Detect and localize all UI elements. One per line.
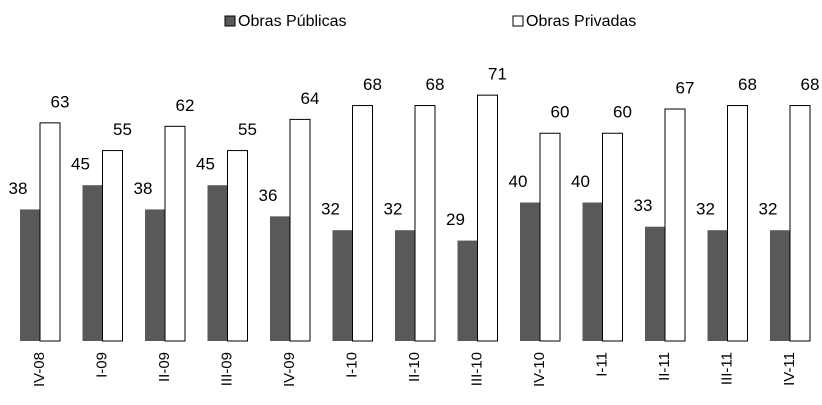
legend-swatch — [512, 15, 524, 27]
value-label: 68 — [738, 75, 757, 94]
value-label: 64 — [301, 89, 320, 108]
bar — [789, 105, 811, 342]
x-tick-label: III-09 — [218, 352, 235, 386]
x-tick-label: III-11 — [718, 352, 735, 385]
x-tick-label: I-11 — [593, 352, 610, 377]
value-label: 32 — [696, 200, 715, 219]
bar — [770, 230, 790, 341]
bar — [39, 122, 61, 342]
value-label: 38 — [9, 179, 28, 198]
bar — [727, 105, 748, 342]
bar — [602, 132, 623, 342]
x-tick-label: I-09 — [93, 352, 110, 378]
bar — [20, 209, 40, 341]
value-label: 32 — [384, 200, 403, 219]
bar — [457, 240, 478, 341]
x-tick-label: I-10 — [343, 352, 360, 378]
bar — [82, 185, 103, 341]
value-label: 40 — [509, 172, 528, 191]
x-tick-label: II-11 — [656, 352, 673, 381]
bar — [227, 150, 248, 342]
bar — [145, 209, 165, 341]
x-tick-label: IV-11 — [781, 352, 798, 386]
value-label: 45 — [71, 155, 90, 174]
bar — [539, 132, 561, 342]
value-label: 62 — [176, 96, 195, 115]
x-tick-label: IV-08 — [31, 352, 48, 387]
bar — [664, 108, 686, 342]
value-label: 45 — [196, 155, 215, 174]
bar — [102, 150, 123, 342]
legend-label: Obras Públicas — [238, 13, 347, 30]
value-label: 71 — [488, 65, 507, 84]
value-label: 40 — [571, 172, 590, 191]
value-label: 68 — [426, 75, 445, 94]
bar — [352, 105, 373, 342]
value-label: 33 — [634, 196, 653, 215]
value-label: 55 — [113, 120, 132, 139]
value-label: 68 — [363, 75, 382, 94]
legend-swatch — [224, 15, 236, 27]
value-label: 32 — [321, 200, 340, 219]
value-label: 67 — [676, 78, 695, 97]
bar — [332, 230, 353, 341]
bar — [582, 202, 603, 341]
x-tick-label: IV-10 — [531, 352, 548, 387]
value-label: 60 — [551, 103, 570, 122]
value-label: 68 — [801, 75, 820, 94]
value-label: 55 — [238, 120, 257, 139]
x-tick-label: IV-09 — [281, 352, 298, 387]
value-label: 60 — [613, 103, 632, 122]
value-label: 38 — [134, 179, 153, 198]
bar — [270, 216, 290, 341]
bar — [289, 118, 311, 342]
x-tick-label: III-10 — [468, 352, 485, 386]
value-label: 63 — [51, 92, 70, 111]
bar — [707, 230, 728, 341]
x-tick-label: II-10 — [406, 352, 423, 382]
bar — [414, 105, 436, 342]
bar — [645, 226, 665, 341]
bar — [520, 202, 540, 341]
value-label: 32 — [759, 200, 778, 219]
value-label: 36 — [259, 186, 278, 205]
bar — [477, 94, 498, 342]
bar — [207, 185, 228, 341]
legend-label: Obras Privadas — [526, 13, 636, 30]
x-tick-label: II-09 — [156, 352, 173, 382]
value-label: 29 — [446, 210, 465, 229]
bar — [395, 230, 415, 341]
bar — [164, 125, 186, 342]
